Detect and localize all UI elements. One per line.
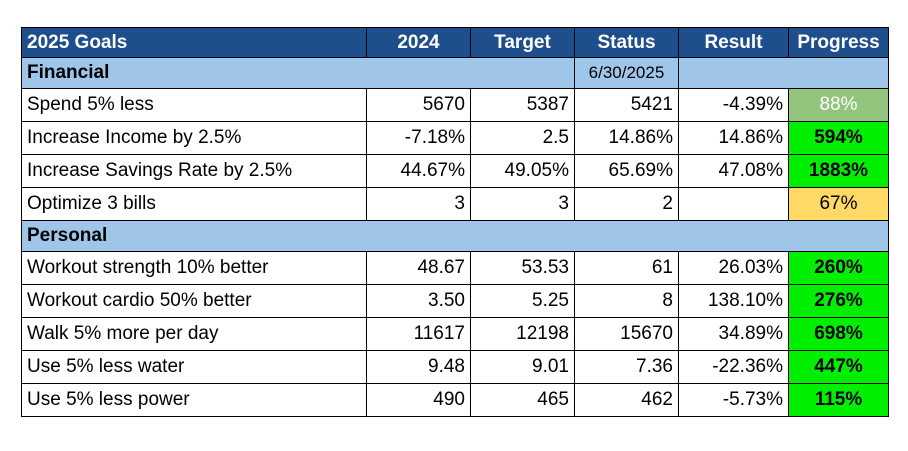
target-cell[interactable]: 3: [470, 187, 575, 221]
header-row: 2025 Goals 2024 Target Status Result Pro…: [21, 27, 889, 58]
target-cell[interactable]: 49.05%: [470, 154, 575, 188]
status-cell[interactable]: 462: [574, 383, 679, 417]
section-label-financial[interactable]: Financial: [21, 57, 575, 89]
status-cell[interactable]: 8: [574, 284, 679, 318]
target-cell[interactable]: 53.53: [470, 251, 575, 285]
result-cell[interactable]: 138.10%: [678, 284, 789, 318]
section-label-personal[interactable]: Personal: [21, 220, 889, 252]
value-2024-cell[interactable]: 490: [366, 383, 471, 417]
header-goals[interactable]: 2025 Goals: [21, 27, 367, 58]
progress-cell[interactable]: 447%: [788, 350, 889, 384]
goal-cell[interactable]: Use 5% less water: [21, 350, 367, 384]
goal-cell[interactable]: Spend 5% less: [21, 88, 367, 122]
goal-cell[interactable]: Workout strength 10% better: [21, 251, 367, 285]
goal-cell[interactable]: Workout cardio 50% better: [21, 284, 367, 318]
goal-cell[interactable]: Increase Income by 2.5%: [21, 121, 367, 155]
table-row: Increase Income by 2.5% -7.18% 2.5 14.86…: [21, 121, 889, 155]
table-row: Increase Savings Rate by 2.5% 44.67% 49.…: [21, 154, 889, 188]
value-2024-cell[interactable]: 11617: [366, 317, 471, 351]
status-cell[interactable]: 14.86%: [574, 121, 679, 155]
result-cell[interactable]: -5.73%: [678, 383, 789, 417]
progress-cell[interactable]: 67%: [788, 187, 889, 221]
table-row: Use 5% less power 490 465 462 -5.73% 115…: [21, 383, 889, 417]
table-row: Workout strength 10% better 48.67 53.53 …: [21, 251, 889, 285]
result-cell[interactable]: [678, 187, 789, 221]
section-personal: Personal: [21, 220, 889, 252]
goal-cell[interactable]: Walk 5% more per day: [21, 317, 367, 351]
progress-cell[interactable]: 698%: [788, 317, 889, 351]
header-result[interactable]: Result: [678, 27, 789, 58]
result-cell[interactable]: 47.08%: [678, 154, 789, 188]
result-cell[interactable]: 34.89%: [678, 317, 789, 351]
table-row: Optimize 3 bills 3 3 2 67%: [21, 187, 889, 221]
status-cell[interactable]: 7.36: [574, 350, 679, 384]
table-row: Use 5% less water 9.48 9.01 7.36 -22.36%…: [21, 350, 889, 384]
goals-table: 2025 Goals 2024 Target Status Result Pro…: [21, 27, 889, 417]
status-cell[interactable]: 61: [574, 251, 679, 285]
section-financial: Financial 6/30/2025: [21, 57, 889, 89]
progress-cell[interactable]: 260%: [788, 251, 889, 285]
section-blank[interactable]: [678, 57, 889, 89]
value-2024-cell[interactable]: 48.67: [366, 251, 471, 285]
status-cell[interactable]: 65.69%: [574, 154, 679, 188]
value-2024-cell[interactable]: 5670: [366, 88, 471, 122]
progress-cell[interactable]: 594%: [788, 121, 889, 155]
progress-cell[interactable]: 276%: [788, 284, 889, 318]
target-cell[interactable]: 465: [470, 383, 575, 417]
value-2024-cell[interactable]: 44.67%: [366, 154, 471, 188]
target-cell[interactable]: 9.01: [470, 350, 575, 384]
status-cell[interactable]: 2: [574, 187, 679, 221]
value-2024-cell[interactable]: 3.50: [366, 284, 471, 318]
header-target[interactable]: Target: [470, 27, 575, 58]
value-2024-cell[interactable]: 3: [366, 187, 471, 221]
header-progress[interactable]: Progress: [788, 27, 889, 58]
result-cell[interactable]: 14.86%: [678, 121, 789, 155]
status-cell[interactable]: 5421: [574, 88, 679, 122]
progress-cell[interactable]: 1883%: [788, 154, 889, 188]
table-row: Workout cardio 50% better 3.50 5.25 8 13…: [21, 284, 889, 318]
result-cell[interactable]: 26.03%: [678, 251, 789, 285]
goal-cell[interactable]: Optimize 3 bills: [21, 187, 367, 221]
goal-cell[interactable]: Use 5% less power: [21, 383, 367, 417]
target-cell[interactable]: 5.25: [470, 284, 575, 318]
header-status[interactable]: Status: [574, 27, 679, 58]
target-cell[interactable]: 5387: [470, 88, 575, 122]
header-2024[interactable]: 2024: [366, 27, 471, 58]
result-cell[interactable]: -4.39%: [678, 88, 789, 122]
table-row: Walk 5% more per day 11617 12198 15670 3…: [21, 317, 889, 351]
progress-cell[interactable]: 88%: [788, 88, 889, 122]
status-cell[interactable]: 15670: [574, 317, 679, 351]
target-cell[interactable]: 12198: [470, 317, 575, 351]
target-cell[interactable]: 2.5: [470, 121, 575, 155]
status-date[interactable]: 6/30/2025: [574, 57, 679, 89]
goal-cell[interactable]: Increase Savings Rate by 2.5%: [21, 154, 367, 188]
table-row: Spend 5% less 5670 5387 5421 -4.39% 88%: [21, 88, 889, 122]
result-cell[interactable]: -22.36%: [678, 350, 789, 384]
value-2024-cell[interactable]: 9.48: [366, 350, 471, 384]
value-2024-cell[interactable]: -7.18%: [366, 121, 471, 155]
progress-cell[interactable]: 115%: [788, 383, 889, 417]
